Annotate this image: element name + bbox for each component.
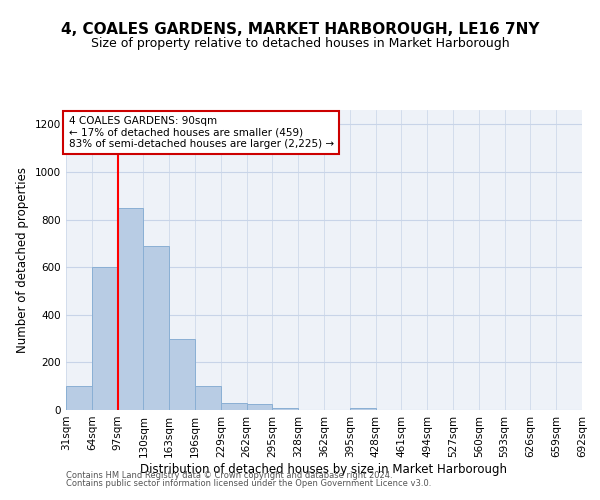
X-axis label: Distribution of detached houses by size in Market Harborough: Distribution of detached houses by size … — [140, 462, 508, 475]
Bar — [169, 338, 195, 410]
Text: 4 COALES GARDENS: 90sqm
← 17% of detached houses are smaller (459)
83% of semi-d: 4 COALES GARDENS: 90sqm ← 17% of detache… — [68, 116, 334, 149]
Bar — [272, 408, 298, 410]
Bar — [118, 208, 143, 410]
Text: Size of property relative to detached houses in Market Harborough: Size of property relative to detached ho… — [91, 38, 509, 51]
Text: Contains public sector information licensed under the Open Government Licence v3: Contains public sector information licen… — [66, 479, 431, 488]
Text: Contains HM Land Registry data © Crown copyright and database right 2024.: Contains HM Land Registry data © Crown c… — [66, 470, 392, 480]
Y-axis label: Number of detached properties: Number of detached properties — [16, 167, 29, 353]
Bar — [66, 386, 92, 410]
Text: 4, COALES GARDENS, MARKET HARBOROUGH, LE16 7NY: 4, COALES GARDENS, MARKET HARBOROUGH, LE… — [61, 22, 539, 38]
Bar — [247, 404, 272, 410]
Bar — [350, 408, 376, 410]
Bar — [195, 386, 221, 410]
Bar — [221, 403, 247, 410]
Bar — [143, 246, 169, 410]
Bar — [92, 267, 118, 410]
